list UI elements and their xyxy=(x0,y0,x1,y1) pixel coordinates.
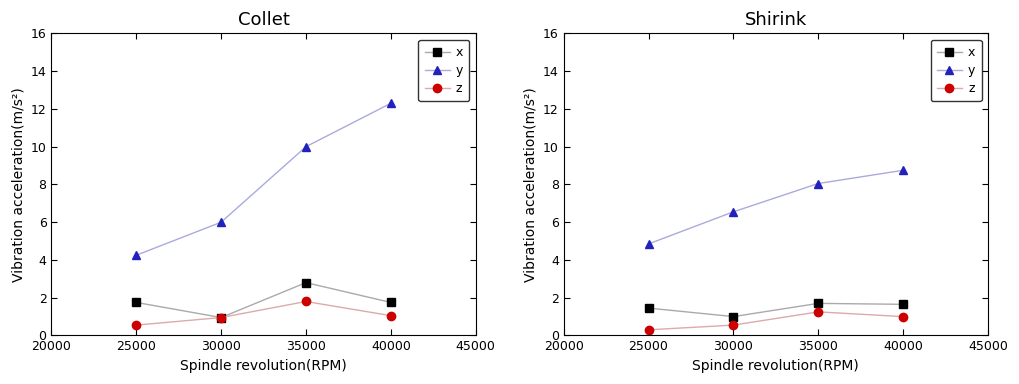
y xyxy=(215,220,227,225)
y xyxy=(642,242,654,246)
z xyxy=(897,314,909,319)
x xyxy=(300,280,312,285)
z xyxy=(385,313,397,318)
z xyxy=(130,323,143,328)
Title: Shirink: Shirink xyxy=(745,11,807,29)
X-axis label: Spindle revolution(RPM): Spindle revolution(RPM) xyxy=(693,359,859,373)
Line: y: y xyxy=(132,99,395,260)
x xyxy=(812,301,824,306)
x xyxy=(130,300,143,305)
z xyxy=(300,299,312,304)
x xyxy=(385,300,397,305)
y xyxy=(130,253,143,258)
y xyxy=(897,168,909,172)
X-axis label: Spindle revolution(RPM): Spindle revolution(RPM) xyxy=(180,359,346,373)
z xyxy=(642,328,654,332)
x xyxy=(642,306,654,310)
y xyxy=(728,210,740,214)
Y-axis label: Vibration acceleration(m/s²): Vibration acceleration(m/s²) xyxy=(524,87,537,282)
Title: Collet: Collet xyxy=(237,11,289,29)
z xyxy=(728,323,740,328)
Legend: x, y, z: x, y, z xyxy=(930,40,981,101)
Line: x: x xyxy=(132,278,395,322)
Legend: x, y, z: x, y, z xyxy=(418,40,470,101)
z xyxy=(215,315,227,320)
x xyxy=(215,315,227,320)
Line: z: z xyxy=(644,308,907,334)
x xyxy=(728,314,740,319)
Line: x: x xyxy=(644,299,907,321)
y xyxy=(385,101,397,106)
y xyxy=(812,181,824,186)
z xyxy=(812,310,824,314)
Line: z: z xyxy=(132,297,395,329)
y xyxy=(300,144,312,149)
x xyxy=(897,302,909,307)
Y-axis label: Vibration acceleration(m/s²): Vibration acceleration(m/s²) xyxy=(11,87,25,282)
Line: y: y xyxy=(644,166,907,248)
